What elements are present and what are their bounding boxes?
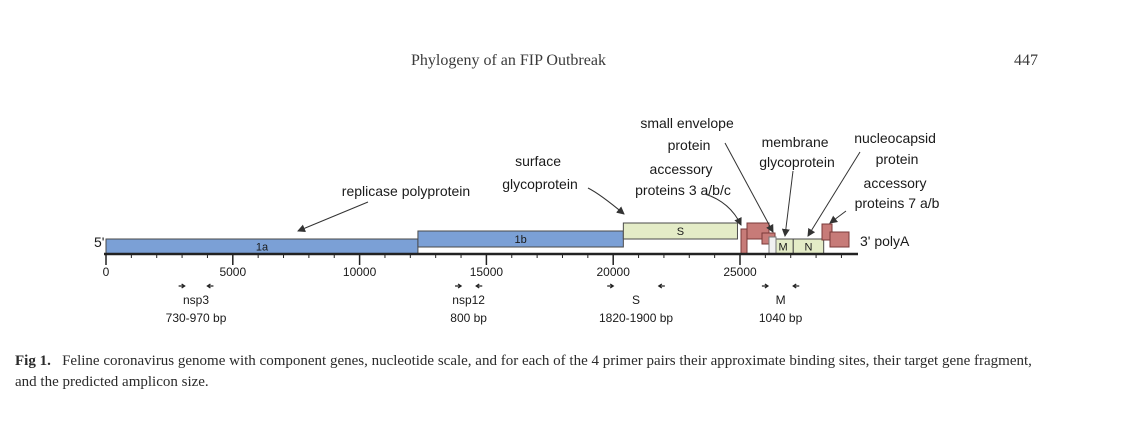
accessory-gene-boxes — [740, 222, 850, 255]
reverse-primer-arrow — [792, 283, 800, 289]
reverse-primer-arrow — [657, 283, 665, 289]
forward-primer-arrow — [607, 283, 615, 289]
label-small-envelope-protein: small envelope protein — [640, 115, 737, 153]
reverse-primer-arrow — [475, 283, 483, 289]
accessory-7ab-box-b — [829, 231, 850, 248]
leader-replicase — [297, 201, 369, 233]
reverse-primer-arrow — [206, 283, 214, 289]
forward-primer-arrow — [178, 283, 186, 289]
leader-surface — [587, 187, 625, 215]
gene-box-s — [622, 222, 738, 240]
leader-membrane — [781, 170, 794, 237]
label-accessory-proteins-7ab: accessory proteins 7 a/b — [855, 175, 940, 211]
label-membrane-glycoprotein: membrane glycoprotein — [759, 134, 835, 170]
leader-accessory-7ab — [829, 210, 847, 224]
gene-label-n: N — [804, 242, 812, 254]
primer-target-m: M — [776, 293, 786, 307]
caption-text: Feline coronavirus genome with component… — [15, 353, 1032, 390]
nucleotide-scale: 0 5000 10000 15000 20000 25000 — [103, 254, 842, 279]
tick-label: 5000 — [219, 265, 246, 279]
tick-label: 10000 — [343, 265, 377, 279]
tick-label: 25000 — [723, 265, 757, 279]
leader-nucleocapsid — [807, 151, 861, 237]
three-prime-label: 3' polyA — [860, 233, 910, 249]
gene-label-s: S — [677, 226, 684, 238]
label-replicase-polyprotein: replicase polyprotein — [342, 183, 470, 199]
amplicon-size-m: 1040 bp — [759, 311, 803, 325]
label-accessory-proteins-3abc: accessory proteins 3 a/b/c — [635, 161, 731, 198]
primer-target-s: S — [632, 293, 640, 307]
tick-label: 15000 — [470, 265, 504, 279]
accessory-3abc-box-a — [740, 228, 748, 255]
genome-figure: 5' 3' polyA 1a 1b S M N 0 5000 10000 15000 20000… — [94, 115, 940, 325]
amplicon-size-nsp3: 730-970 bp — [166, 311, 227, 325]
amplicon-size-s: 1820-1900 bp — [599, 311, 673, 325]
tick-label: 0 — [103, 265, 110, 279]
amplicon-size-nsp12: 800 bp — [450, 311, 487, 325]
primer-target-nsp12: nsp12 — [452, 293, 485, 307]
figure-caption: Fig 1. Feline coronavirus genome with co… — [15, 351, 1045, 393]
gene-label-1b: 1b — [515, 234, 527, 246]
small-envelope-box — [768, 236, 777, 255]
gene-boxes: 1a 1b S M N — [105, 222, 825, 255]
tick-label: 20000 — [597, 265, 631, 279]
label-surface-glycoprotein: surface glycoprotein — [502, 153, 578, 192]
page-header: Phylogeny of an FIP Outbreak 447 — [0, 52, 1125, 76]
gene-label-m: M — [779, 242, 788, 254]
primer-target-nsp3: nsp3 — [183, 293, 209, 307]
gene-label-1a: 1a — [256, 242, 269, 254]
leader-small-envelope — [724, 142, 774, 233]
forward-primer-arrow — [455, 283, 463, 289]
forward-primer-arrow — [761, 283, 770, 289]
five-prime-label: 5' — [94, 234, 104, 250]
label-nucleocapsid-protein: nucleocapsid protein — [854, 130, 940, 167]
primer-pairs: nsp3 730-970 bp nsp12 800 bp S 1820-1900 bp M 1… — [166, 283, 803, 325]
figure-label: Fig 1. — [15, 353, 51, 369]
page-number: 447 — [1014, 52, 1038, 69]
leader-accessory-3abc — [704, 193, 742, 226]
running-title: Phylogeny of an FIP Outbreak — [411, 52, 606, 69]
